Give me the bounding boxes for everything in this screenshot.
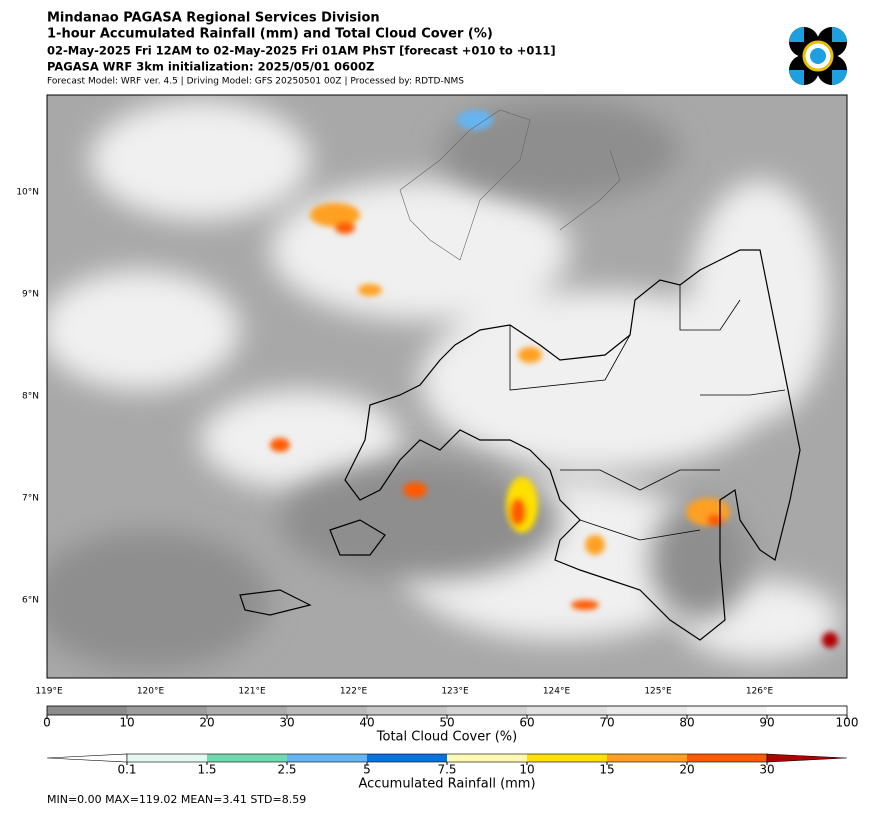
lon-label: 122°E (340, 687, 368, 697)
colorbar-segment (47, 706, 127, 715)
logo (789, 27, 847, 85)
colorbar-tick-label: 5 (363, 763, 371, 777)
colorbar-tick-label: 30 (759, 763, 774, 777)
lon-label: 126°E (746, 687, 774, 697)
colorbar-segment (447, 754, 527, 762)
colorbar-segment (687, 706, 767, 715)
title: Mindanao PAGASA Regional Services Divisi… (47, 11, 380, 26)
period: 02-May-2025 Fri 12AM to 02-May-2025 Fri … (47, 44, 556, 58)
colorbar-tick-label: 20 (679, 763, 694, 777)
cloud-colorbar: 0 10 20 30 40 50 60 70 80 90 100 Total Cloud Cover … (43, 705, 859, 745)
map (47, 95, 847, 678)
colorbar-label: Accumulated Rainfall (mm) (358, 777, 535, 792)
lon-label: 119°E (35, 687, 63, 697)
lon-label: 121°E (238, 687, 266, 697)
colorbar-extend (766, 753, 848, 763)
lat-label: 8°N (22, 392, 39, 402)
lat-labels: 10°N 9°N 8°N 7°N 6°N (16, 188, 39, 606)
colorbar-segment (527, 706, 607, 715)
lat-label: 9°N (22, 290, 39, 300)
colorbar-segment (207, 706, 287, 715)
lat-label: 10°N (16, 188, 39, 198)
lon-label: 125°E (644, 687, 672, 697)
colorbar-segment (367, 754, 447, 762)
colorbar-tick-label: 10 (119, 716, 134, 730)
colorbar-tick-label: 70 (599, 716, 614, 730)
stats: MIN=0.00 MAX=119.02 MEAN=3.41 STD=8.59 (47, 793, 306, 806)
colorbar-tick-label: 90 (759, 716, 774, 730)
colorbar-segment (127, 754, 207, 762)
colorbar-segment (687, 754, 767, 762)
colorbar-tick-label: 0.1 (117, 763, 136, 777)
lat-label: 6°N (22, 596, 39, 606)
colorbar-tick-label: 60 (519, 716, 534, 730)
colorbar-segment (607, 754, 687, 762)
colorbar-segment (607, 706, 687, 715)
colorbar-extend (46, 753, 128, 763)
colorbar-label: Total Cloud Cover (%) (376, 730, 517, 745)
model-info: Forecast Model: WRF ver. 4.5 | Driving M… (47, 77, 464, 87)
colorbar-segment (127, 706, 207, 715)
colorbar-tick-label: 2.5 (277, 763, 296, 777)
colorbar-tick-label: 30 (279, 716, 294, 730)
colorbar-tick-label: 20 (199, 716, 214, 730)
lon-labels: 119°E 120°E 121°E 122°E 123°E 124°E 125°E 126°E (35, 687, 773, 697)
lon-label: 120°E (137, 687, 165, 697)
colorbar-segment (367, 706, 447, 715)
colorbar-tick-label: 40 (359, 716, 374, 730)
colorbar-tick-label: 1.5 (197, 763, 216, 777)
colorbar-tick-label: 7.5 (437, 763, 456, 777)
colorbar-segment (447, 706, 527, 715)
colorbar-tick-label: 100 (836, 716, 859, 730)
rain-colorbar: 0.1 1.5 2.5 5 7.5 10 15 20 30 Accumulated Rainfal… (46, 753, 848, 792)
colorbar-segment (287, 706, 367, 715)
subtitle: 1-hour Accumulated Rainfall (mm) and Tot… (47, 27, 493, 42)
colorbar-segment (767, 706, 847, 715)
colorbar-tick-label: 80 (679, 716, 694, 730)
colorbar-tick-label: 15 (599, 763, 614, 777)
colorbar-segment (527, 754, 607, 762)
colorbar-tick-label: 50 (439, 716, 454, 730)
lon-label: 124°E (543, 687, 571, 697)
colorbar-tick-label: 0 (43, 716, 51, 730)
map-frame (46, 94, 848, 679)
init: PAGASA WRF 3km initialization: 2025/05/0… (47, 60, 374, 74)
colorbar-tick-label: 10 (519, 763, 534, 777)
lat-label: 7°N (22, 494, 39, 504)
colorbar-segment (207, 754, 287, 762)
colorbar-segment (287, 754, 367, 762)
lon-label: 123°E (441, 687, 469, 697)
